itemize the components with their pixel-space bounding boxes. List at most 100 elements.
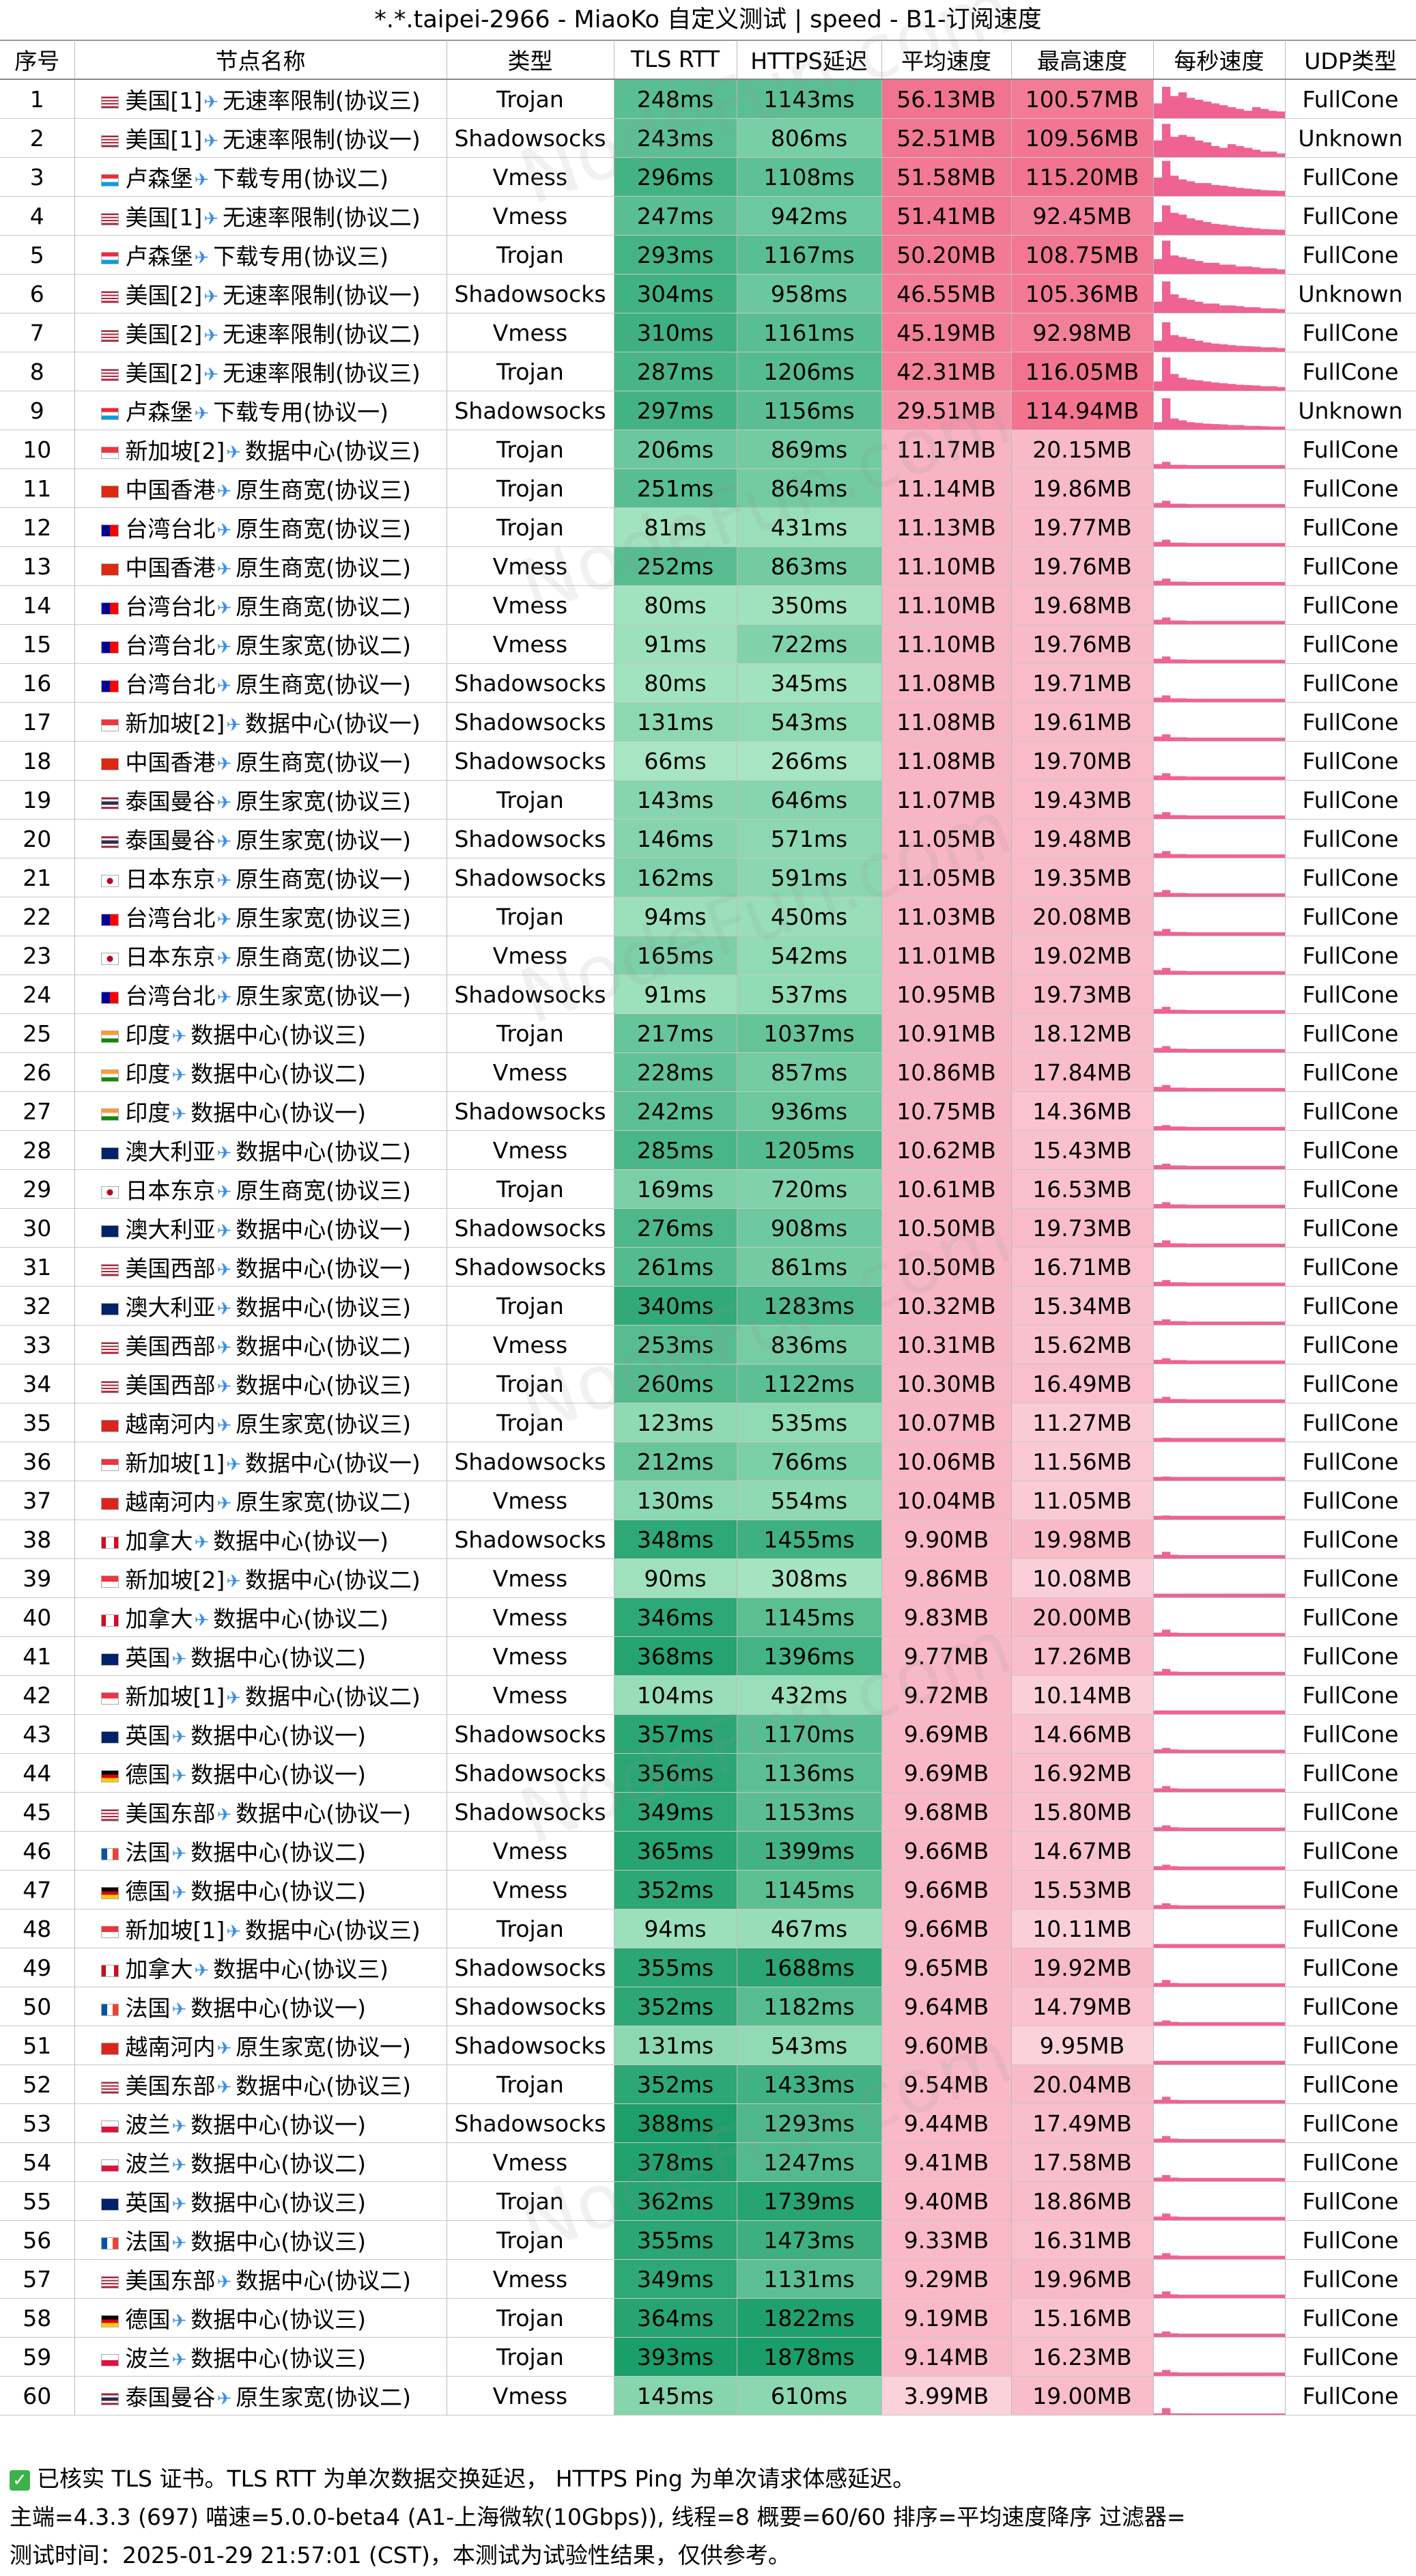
max-speed: 18.12MB xyxy=(1011,1013,1154,1053)
node-name-cell: 法国✈ 数据中心(协议二) xyxy=(74,1831,447,1871)
https-delay: 543ms xyxy=(737,702,882,742)
sparkline-bar xyxy=(1235,893,1244,897)
max-speed: 10.11MB xyxy=(1011,1909,1154,1948)
sparkline-bar xyxy=(1276,269,1284,274)
sparkline-bar xyxy=(1202,1049,1211,1052)
sparkline-bar xyxy=(1153,503,1162,507)
sparkline-bar xyxy=(1202,1555,1211,1558)
sparkline-bar xyxy=(1210,2295,1219,2298)
node-region: 日本东京 xyxy=(125,866,216,893)
sparkline-bar xyxy=(1170,2333,1178,2337)
sparkline-bar xyxy=(1178,1399,1187,1403)
sparkline-bar xyxy=(1276,1476,1284,1481)
sparkline-bar xyxy=(1161,1319,1170,1325)
flag-icon xyxy=(100,2353,119,2366)
sparkline-bar xyxy=(1243,738,1252,741)
sparkline-bar xyxy=(1268,1088,1277,1091)
tls-rtt: 393ms xyxy=(614,2337,737,2377)
https-delay: 1455ms xyxy=(737,1520,882,1559)
plane-icon: ✈ xyxy=(216,1337,232,1358)
sparkline-bar xyxy=(1178,854,1187,858)
table-row: 21 日本东京✈ 原生商宽(协议一) Shadowsocks 162ms 591ms 11.… xyxy=(0,858,1416,897)
node-suffix: 数据中心(协议一) xyxy=(190,2112,367,2138)
plane-icon: ✈ xyxy=(216,1298,232,1319)
sparkline-bar xyxy=(1243,384,1252,391)
sparkline-bar xyxy=(1227,425,1236,430)
sparkline-bar xyxy=(1170,2413,1178,2415)
sparkline-bar xyxy=(1194,380,1203,391)
sparkline-bar xyxy=(1243,699,1252,702)
sparkline-bar xyxy=(1178,1243,1187,1247)
node-region: 中国香港 xyxy=(125,477,216,503)
sparkline-bar xyxy=(1161,1825,1170,1831)
flag-icon xyxy=(100,2120,119,2133)
sparkline-bar xyxy=(1268,504,1277,507)
plane-icon: ✈ xyxy=(216,1220,232,1242)
sparkline-bar xyxy=(1161,240,1170,274)
sparkline-bar xyxy=(1251,425,1260,430)
sparkline-bar xyxy=(1268,1789,1277,1792)
sparkline-bar xyxy=(1219,224,1228,235)
https-delay: 571ms xyxy=(737,819,882,858)
sparkline-bar xyxy=(1153,301,1162,313)
sparkline-bar xyxy=(1227,2256,1236,2259)
sparkline-bar xyxy=(1276,1672,1284,1675)
sparkline-bar xyxy=(1161,1668,1170,1675)
max-speed: 19.76MB xyxy=(1011,546,1154,586)
sparkline-bar xyxy=(1170,1788,1178,1792)
sparkline-bar xyxy=(1243,1049,1252,1052)
sparkline-chart xyxy=(1153,812,1284,819)
sparkline-bar xyxy=(1161,1944,1170,1948)
udp-type: FullCone xyxy=(1285,1597,1416,1637)
sparkline-bar xyxy=(1186,621,1195,624)
table-row: 58 德国✈ 数据中心(协议三) Trojan 364ms 1822ms 9.19MB 15.… xyxy=(0,2298,1416,2338)
sparkline-bar xyxy=(1219,854,1228,858)
speed-sparkline xyxy=(1153,897,1286,936)
sparkline-bar xyxy=(1194,1283,1203,1286)
sparkline-bar xyxy=(1161,929,1170,936)
avg-speed: 45.19MB xyxy=(881,313,1012,352)
sparkline-bar xyxy=(1260,776,1269,780)
udp-type: FullCone xyxy=(1285,1403,1416,1442)
sparkline-bar xyxy=(1219,1750,1228,1753)
sparkline-bar xyxy=(1161,2408,1170,2415)
node-name-cell: 新加坡[1]✈ 数据中心(协议二) xyxy=(74,1675,447,1715)
node-name-cell: 越南河内✈ 原生家宽(协议三) xyxy=(74,1403,447,1442)
sparkline-bar xyxy=(1251,699,1260,702)
node-region: 澳大利亚 xyxy=(125,1138,216,1165)
sparkline-bar xyxy=(1235,1555,1244,1558)
sparkline-bar xyxy=(1186,971,1195,975)
sparkline-bar xyxy=(1251,307,1260,313)
sparkline-bar xyxy=(1178,378,1187,391)
sparkline-bar xyxy=(1153,619,1162,624)
sparkline-bar xyxy=(1243,1088,1252,1091)
sparkline-bar xyxy=(1235,1983,1244,1987)
tls-rtt: 91ms xyxy=(614,624,737,664)
avg-speed: 46.55MB xyxy=(881,274,1012,313)
speed-sparkline xyxy=(1153,1831,1286,1871)
sparkline-bar xyxy=(1202,2256,1211,2259)
sparkline-bar xyxy=(1235,1710,1244,1714)
sparkline-bar xyxy=(1251,1321,1260,1325)
max-speed: 19.77MB xyxy=(1011,507,1154,547)
sparkline-bar xyxy=(1276,971,1284,975)
sparkline-bar xyxy=(1194,971,1203,975)
avg-speed: 11.10MB xyxy=(881,624,1012,664)
plane-icon: ✈ xyxy=(216,675,232,697)
node-region: 美国西部 xyxy=(125,1255,216,1282)
sparkline-bar xyxy=(1210,223,1219,235)
sparkline-bar xyxy=(1243,893,1252,897)
sparkline-bar xyxy=(1186,1866,1195,1870)
flag-icon xyxy=(100,1380,119,1393)
sparkline-bar xyxy=(1260,1866,1269,1870)
sparkline-bar xyxy=(1243,2295,1252,2298)
flag-icon xyxy=(100,446,119,459)
max-speed: 10.08MB xyxy=(1011,1558,1154,1598)
sparkline-bar xyxy=(1260,932,1269,936)
node-region: 德国 xyxy=(125,1761,171,1788)
sparkline-bar xyxy=(1251,1633,1260,1636)
row-index: 42 xyxy=(0,1675,75,1715)
sparkline-bar xyxy=(1276,738,1284,741)
sparkline-bar xyxy=(1276,1205,1284,1208)
sparkline-bar xyxy=(1251,2178,1260,2181)
